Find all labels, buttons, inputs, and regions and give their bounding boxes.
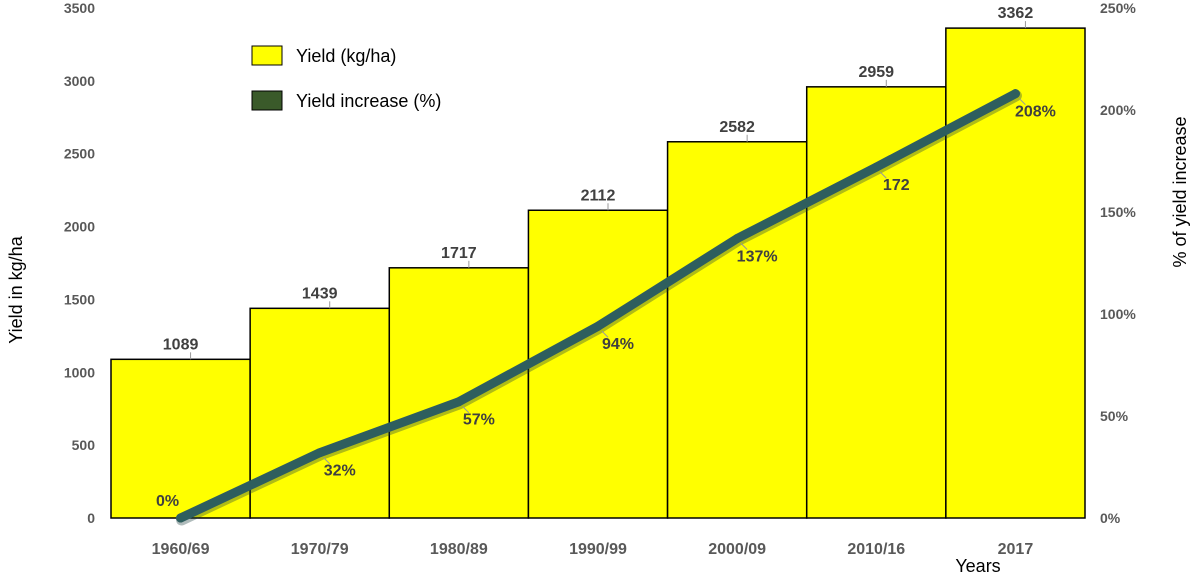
y-tick-label-right: 50%: [1100, 408, 1129, 424]
bar: [249, 307, 391, 519]
x-tick-label: 1990/99: [569, 541, 627, 558]
line-label-leader: [740, 243, 748, 250]
x-tick-label: 2017: [998, 541, 1034, 558]
bar-value-label: 3362: [998, 5, 1034, 22]
line-value-label: 32%: [324, 463, 356, 480]
y-tick-label-right: 200%: [1100, 102, 1136, 118]
bar-value-label: 1717: [441, 245, 477, 262]
line-point: [593, 321, 603, 331]
bar: [527, 209, 669, 519]
y-tick-label-left: 2000: [64, 219, 95, 235]
x-axis-title: Years: [955, 556, 1000, 576]
x-tick-label: 2010/16: [847, 541, 905, 558]
legend-swatch-yield: [251, 45, 283, 66]
x-tick-label: 1980/89: [430, 541, 488, 558]
y-tick-label-left: 2500: [64, 146, 95, 162]
legend-swatch-yield-increase: [251, 90, 283, 111]
bar-value-label: 2112: [581, 187, 616, 204]
legend-label-yield-increase: Yield increase (%): [296, 91, 441, 111]
y-tick-label-left: 1000: [64, 364, 95, 380]
y-tick-label-left: 0: [87, 510, 95, 526]
line-label-leader: [323, 457, 331, 465]
line-value-label: 208%: [1015, 104, 1056, 121]
y-tick-label-right: 0%: [1100, 510, 1121, 526]
line-label-leader: [879, 171, 887, 179]
line-value-label: 94%: [602, 336, 634, 353]
labels-layer: 1089 1439 1717 2112 2582 2959 3362 0% 32% 57% 94% 1…: [156, 5, 1056, 510]
bar: [945, 27, 1086, 519]
bar: [388, 267, 530, 519]
bar: [805, 86, 947, 519]
y-axis-right-title: % of yield increase: [1170, 116, 1190, 267]
y-tick-label-left: 500: [72, 437, 96, 453]
line-value-label: 57%: [463, 412, 495, 429]
axes-layer: Yield in kg/ha % of yield increase Years…: [6, 0, 1190, 576]
line-point: [315, 448, 325, 458]
line-point: [871, 162, 881, 172]
y-tick-label-right: 100%: [1100, 306, 1136, 322]
legend-label-yield: Yield (kg/ha): [296, 46, 396, 66]
bar: [666, 141, 808, 519]
legend: Yield (kg/ha) Yield increase (%): [251, 45, 441, 111]
y-tick-label-left: 3000: [64, 73, 95, 89]
line-point: [454, 397, 464, 407]
line-layer: [176, 89, 1022, 526]
y-tick-label-left: 3500: [64, 0, 95, 16]
bar-value-label: 1439: [302, 285, 338, 302]
bar-value-label: 2582: [719, 119, 755, 136]
line-value-label: 172: [883, 177, 910, 194]
line-label-leader: [1019, 98, 1026, 106]
x-tick-label: 1960/69: [152, 541, 210, 558]
y-tick-label-right: 150%: [1100, 204, 1136, 220]
line-point: [1010, 89, 1020, 99]
bar-value-label: 2959: [858, 64, 894, 81]
line-value-label: 0%: [156, 493, 179, 510]
line-label-leader: [601, 330, 609, 338]
x-tick-label: 2000/09: [708, 541, 766, 558]
y-tick-label-left: 1500: [64, 291, 95, 307]
line-value-label: 137%: [737, 249, 778, 266]
y-tick-label-right: 250%: [1100, 0, 1136, 16]
bar-value-label: 1089: [163, 336, 199, 353]
bars-layer: [110, 27, 1086, 519]
line-label-leader: [462, 406, 470, 414]
line-point: [176, 513, 186, 523]
line-point: [732, 234, 742, 244]
y-axis-left-title: Yield in kg/ha: [6, 235, 26, 343]
x-tick-label: 1970/79: [291, 541, 349, 558]
